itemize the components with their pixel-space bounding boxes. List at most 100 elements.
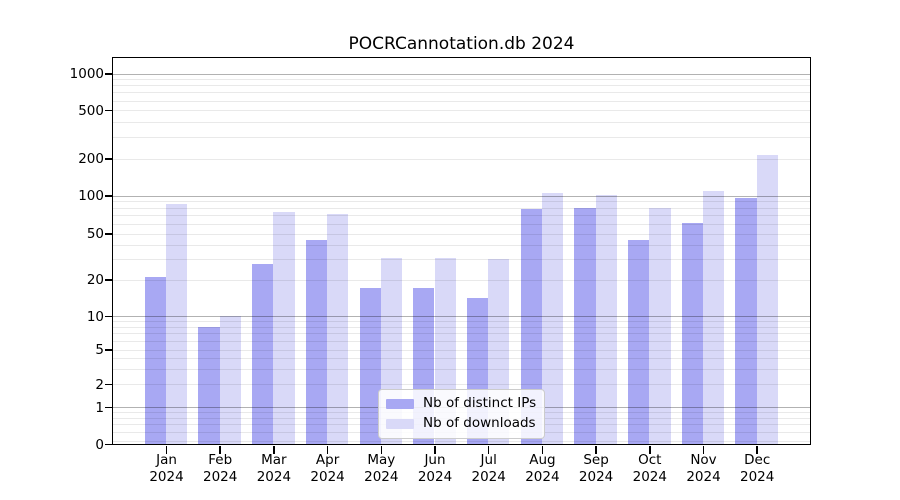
y-tick-label: 2 [95, 376, 104, 393]
x-tick-label: May 2024 [364, 452, 399, 485]
x-axis-tick [649, 446, 651, 454]
y-axis-tick [105, 443, 113, 446]
bar-downloads-mar [273, 212, 295, 444]
x-tick-label: Jun 2024 [417, 452, 453, 485]
y-tick-label: 50 [86, 226, 104, 242]
bar-downloads-oct [649, 207, 671, 444]
bar-ips-dec [735, 197, 757, 444]
legend: Nb of distinct IPs Nb of downloads [378, 389, 545, 439]
gridline-minor [113, 321, 810, 323]
y-axis-tick [105, 233, 113, 235]
legend-swatch-distinct-ips [386, 398, 414, 409]
gridline-major [113, 195, 810, 197]
y-tick-label: 10 [86, 308, 104, 325]
gridline-major [113, 316, 810, 317]
gridline-minor [113, 79, 810, 81]
x-axis-tick [595, 446, 597, 454]
bar-ips-sep [574, 207, 596, 444]
x-tick-label: Mar 2024 [256, 452, 292, 485]
bar-downloads-aug [541, 192, 564, 444]
bar-ips-may [359, 288, 381, 444]
bar-downloads-dec [756, 154, 778, 444]
gridline-minor [113, 368, 810, 370]
bar-ips-oct [628, 239, 650, 444]
gridline-major [113, 73, 810, 75]
bar-ips-nov [681, 222, 703, 444]
x-tick-label: Nov 2024 [686, 452, 721, 485]
gridline-minor [113, 223, 810, 225]
gridline-minor [113, 158, 810, 160]
gridline-minor [113, 85, 810, 87]
gridline-minor [113, 349, 810, 351]
x-axis-tick [756, 446, 758, 454]
gridline-minor [113, 121, 810, 123]
x-tick-label: Jul 2024 [471, 452, 506, 485]
gridline-minor [113, 244, 810, 246]
legend-swatch-downloads [386, 418, 414, 429]
x-axis-tick [380, 446, 383, 454]
x-tick-label: Dec 2024 [740, 452, 775, 485]
y-axis-tick [105, 406, 113, 409]
y-axis-tick [105, 195, 113, 197]
gridline-minor [113, 340, 810, 342]
y-axis-tick [105, 349, 113, 351]
bar-downloads-feb [219, 316, 241, 444]
x-tick-label: Jan 2024 [149, 452, 184, 485]
x-axis-tick [541, 446, 544, 454]
gridline-minor [113, 357, 810, 359]
legend-label-distinct-ips: Nb of distinct IPs [423, 395, 537, 411]
x-tick-label: Feb 2024 [203, 452, 238, 485]
bar-ips-feb [198, 326, 220, 444]
bar-ips-mar [252, 264, 274, 444]
x-axis-tick [326, 446, 329, 454]
x-axis-tick [702, 446, 705, 454]
gridline-minor [113, 215, 810, 217]
y-tick-label: 20 [86, 272, 104, 288]
x-axis-tick [273, 446, 275, 454]
y-tick-label: 200 [78, 151, 104, 167]
bar-ips-apr [305, 239, 328, 444]
gridline-minor [113, 100, 810, 102]
gridline-minor [113, 233, 810, 235]
gridline-minor [113, 259, 810, 261]
y-tick-label: 500 [78, 102, 104, 119]
x-tick-label: Apr 2024 [310, 452, 345, 485]
bar-downloads-sep [595, 194, 617, 444]
y-tick-label: 100 [78, 188, 104, 204]
y-tick-label: 5 [95, 342, 104, 358]
x-axis-tick [219, 446, 221, 454]
gridline-minor [113, 92, 810, 94]
y-axis-tick [105, 109, 113, 112]
y-tick-label: 1 [95, 399, 104, 416]
x-tick-label: Sep 2024 [578, 452, 614, 485]
bar-downloads-jan [166, 204, 188, 444]
gridline-minor [113, 333, 810, 335]
gridline-minor [113, 384, 810, 385]
bar-downloads-nov [703, 191, 725, 444]
gridline-minor [113, 201, 810, 203]
gridline-minor [113, 110, 810, 112]
gridline-minor [113, 137, 810, 139]
legend-label-downloads: Nb of downloads [423, 415, 536, 431]
gridline-minor [113, 207, 810, 209]
x-axis-tick [487, 446, 490, 454]
bar-ips-aug [520, 209, 542, 444]
x-tick-label: Aug 2024 [525, 452, 560, 485]
y-axis-tick [105, 279, 113, 281]
bar-ips-jan [144, 277, 166, 444]
bar-downloads-apr [327, 213, 349, 444]
x-axis-tick [165, 446, 168, 454]
y-axis-tick [105, 158, 113, 160]
plot-area: Nb of distinct IPs Nb of downloads [112, 57, 811, 445]
y-tick-label: 0 [95, 436, 104, 453]
gridline-minor [113, 326, 810, 328]
y-axis-tick [105, 383, 113, 386]
gridline-minor [113, 279, 810, 281]
y-tick-label: 1000 [69, 66, 104, 82]
x-tick-label: Oct 2024 [632, 452, 667, 485]
y-axis-tick [105, 315, 113, 318]
legend-row-distinct-ips: Nb of distinct IPs [386, 395, 537, 411]
legend-row-downloads: Nb of downloads [386, 415, 536, 431]
gridline-minor [113, 440, 810, 442]
